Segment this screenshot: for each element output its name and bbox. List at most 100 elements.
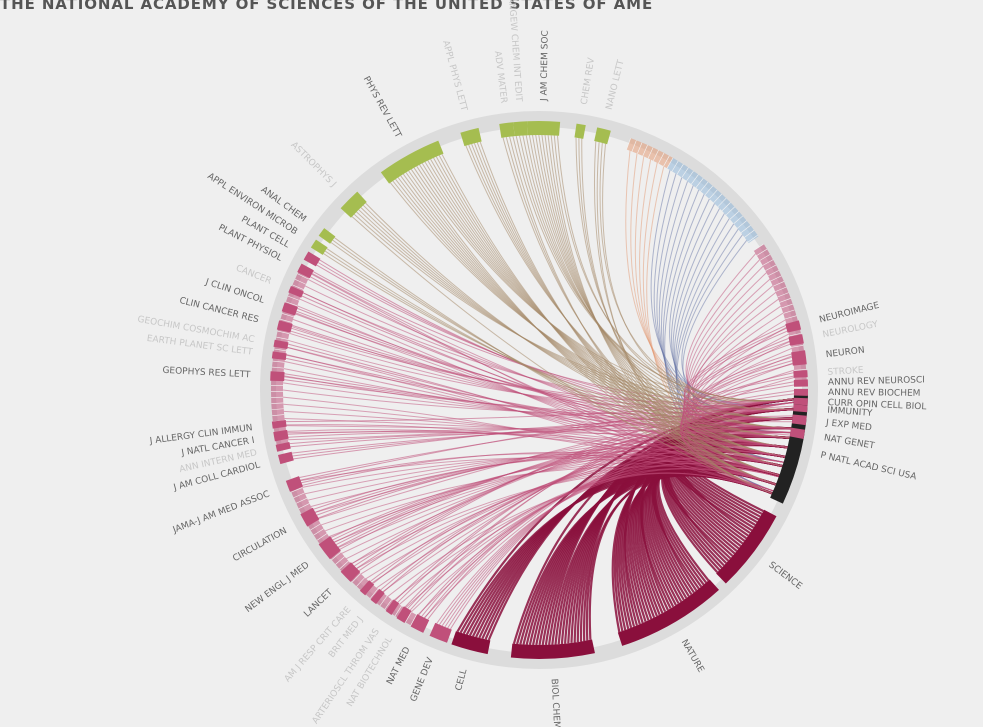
journal-label-lancet[interactable]: LANCET [302, 587, 335, 619]
journal-arc-j-clin-oncol[interactable] [281, 302, 298, 316]
citation-ribbon [686, 408, 794, 416]
journal-label-adv-mater[interactable]: ADV MATER [492, 50, 508, 103]
journal-arc-ann-intern-med[interactable] [275, 441, 291, 452]
journal-label-biol-chem[interactable]: BIOL CHEM [549, 678, 562, 727]
journal-label-neuron[interactable]: NEURON [825, 346, 865, 361]
journal-arc-brit-med-j[interactable] [370, 588, 385, 605]
cluster-tick [351, 573, 361, 583]
cluster-tick [410, 614, 417, 626]
journal-label-nano-lett[interactable]: NANO LETT [605, 58, 627, 110]
journal-arc-nano-lett[interactable] [594, 127, 611, 145]
journal-arc-nat-genet[interactable] [789, 427, 806, 439]
cluster-tick [356, 577, 365, 587]
journal-arc-j-allergy-clin-immun[interactable] [271, 419, 287, 429]
journal-arc-gene-dev[interactable] [429, 622, 452, 643]
journal-arc-j-exp-med[interactable] [791, 414, 807, 426]
journal-label-jama-j-am-med-assoc[interactable]: JAMA-J AM MED ASSOC [171, 489, 271, 535]
cluster-tick [331, 551, 342, 560]
journal-arc-phys-rev-lett[interactable] [380, 140, 444, 184]
journal-label-geophys-res-lett[interactable]: GEOPHYS RES LETT [162, 366, 251, 381]
page-title: THE NATIONAL ACADEMY OF SCIENCES OF THE … [0, 0, 654, 13]
citation-ribbon [330, 242, 783, 467]
journal-label-gene-dev[interactable]: GENE DEV [409, 656, 436, 704]
journal-arcs [270, 120, 808, 660]
journal-arc-nature[interactable] [617, 579, 719, 646]
journal-arc-am-j-resp-crit-care[interactable] [359, 580, 375, 596]
cluster-tick [765, 264, 777, 271]
journal-label-immunity[interactable]: IMMUNITY [827, 406, 873, 419]
journal-label-p-natl-acad-sci-usa[interactable]: P NATL ACAD SCI USA [819, 451, 918, 483]
journal-label-cancer[interactable]: CANCER [234, 264, 272, 287]
journal-arc-nat-med[interactable] [410, 614, 430, 633]
citation-ribbon [471, 143, 783, 467]
cluster-tick [744, 229, 755, 238]
cluster-tick [762, 259, 774, 266]
cluster-tick [658, 152, 665, 164]
journal-label-astrophys-j[interactable]: ASTROPHYS J [289, 140, 338, 189]
cluster-tick [287, 295, 300, 301]
journal-label-curr-opin-cell-biol[interactable]: CURR OPIN CELL BIOL [827, 398, 926, 412]
journal-arc-clin-cancer-res[interactable] [276, 320, 293, 333]
journal-arc-cancer[interactable] [288, 285, 304, 298]
journal-arc-nat-biotechnol[interactable] [396, 606, 412, 623]
journal-label-nat-med[interactable]: NAT MED [385, 645, 413, 686]
cluster-tick [681, 167, 689, 178]
journal-arc-j-natl-cancer-i[interactable] [273, 429, 289, 442]
journal-arc-adv-mater[interactable] [499, 122, 515, 138]
citation-ribbon [535, 134, 788, 448]
citation-ribbon [312, 271, 794, 403]
journal-label-nat-genet[interactable]: NAT GENET [823, 433, 876, 451]
journal-arc-appl-environ-microb[interactable] [310, 239, 328, 255]
journal-arc-j-am-chem-soc[interactable] [527, 120, 561, 136]
journal-arc-neuron[interactable] [791, 350, 807, 366]
citation-ribbon [286, 354, 786, 458]
cluster-tick [294, 279, 306, 285]
journal-label-chem-rev[interactable]: CHEM REV [580, 56, 597, 105]
journal-arc-earth-planet-sc-lett[interactable] [271, 351, 287, 361]
journal-label-annu-rev-biochem[interactable]: ANNU REV BIOCHEM [828, 388, 921, 399]
cluster-tick [394, 605, 402, 617]
journal-label-cell[interactable]: CELL [454, 668, 469, 692]
cluster-tick [691, 174, 699, 185]
journal-label-science[interactable]: SCIENCE [766, 560, 803, 592]
citation-ribbon [311, 273, 773, 494]
journal-arc-science[interactable] [716, 509, 777, 584]
journal-label-nature[interactable]: NATURE [679, 638, 706, 675]
journal-arc-neurology[interactable] [788, 334, 804, 346]
journal-label-stroke[interactable]: STROKE [827, 366, 864, 378]
journal-arc-new-engl-j-med[interactable] [318, 536, 341, 560]
journal-arc-appl-phys-lett[interactable] [460, 127, 482, 147]
journal-label-angew-chem-int-edit[interactable]: ANGEW CHEM INT EDIT [506, 0, 523, 103]
citation-ribbon [681, 431, 791, 476]
journal-label-j-exp-med[interactable]: J EXP MED [824, 418, 872, 433]
journal-arc-astrophys-j[interactable] [340, 191, 367, 218]
journal-arc-geochim-cosmochim-ac[interactable] [273, 339, 289, 350]
journal-arc-cell[interactable] [451, 631, 491, 655]
journal-arc-neuroimage[interactable] [785, 320, 802, 333]
journal-arc-plant-physiol[interactable] [297, 263, 314, 279]
journal-arc-anal-chem[interactable] [318, 228, 336, 244]
cluster-tick [717, 197, 727, 207]
journal-label-new-engl-j-med[interactable]: NEW ENGL J MED [244, 560, 312, 615]
journal-arc-immunity[interactable] [793, 404, 808, 413]
journal-label-circulation[interactable]: CIRCULATION [231, 526, 289, 564]
journal-arc-arterioscl-throm-vas[interactable] [385, 599, 400, 615]
citation-ribbon [685, 381, 794, 420]
journal-label-phys-rev-lett[interactable]: PHYS REV LETT [361, 75, 403, 140]
journal-arc-plant-cell[interactable] [303, 251, 321, 267]
cluster-tick [280, 318, 293, 323]
journal-label-j-am-chem-soc[interactable]: J AM CHEM SOC [539, 30, 550, 102]
journal-label-appl-phys-lett[interactable]: APPL PHYS LETT [440, 39, 469, 112]
journal-arc-lancet[interactable] [340, 562, 361, 582]
journal-arc-angew-chem-int-edit[interactable] [513, 121, 528, 137]
journal-arc-circulation[interactable] [300, 507, 320, 527]
journal-arc-chem-rev[interactable] [574, 123, 586, 139]
journal-arc-biol-chem[interactable] [510, 639, 595, 660]
citation-ribbon [685, 384, 795, 429]
journal-arc-jama-j-am-med-assoc[interactable] [285, 476, 303, 492]
cluster-tick [767, 270, 779, 277]
cluster-tick [709, 189, 718, 200]
journal-label-annu-rev-neurosci[interactable]: ANNU REV NEUROSCI [828, 375, 925, 388]
cluster-tick [370, 588, 379, 599]
journal-arc-j-am-coll-cardiol[interactable] [277, 451, 294, 465]
